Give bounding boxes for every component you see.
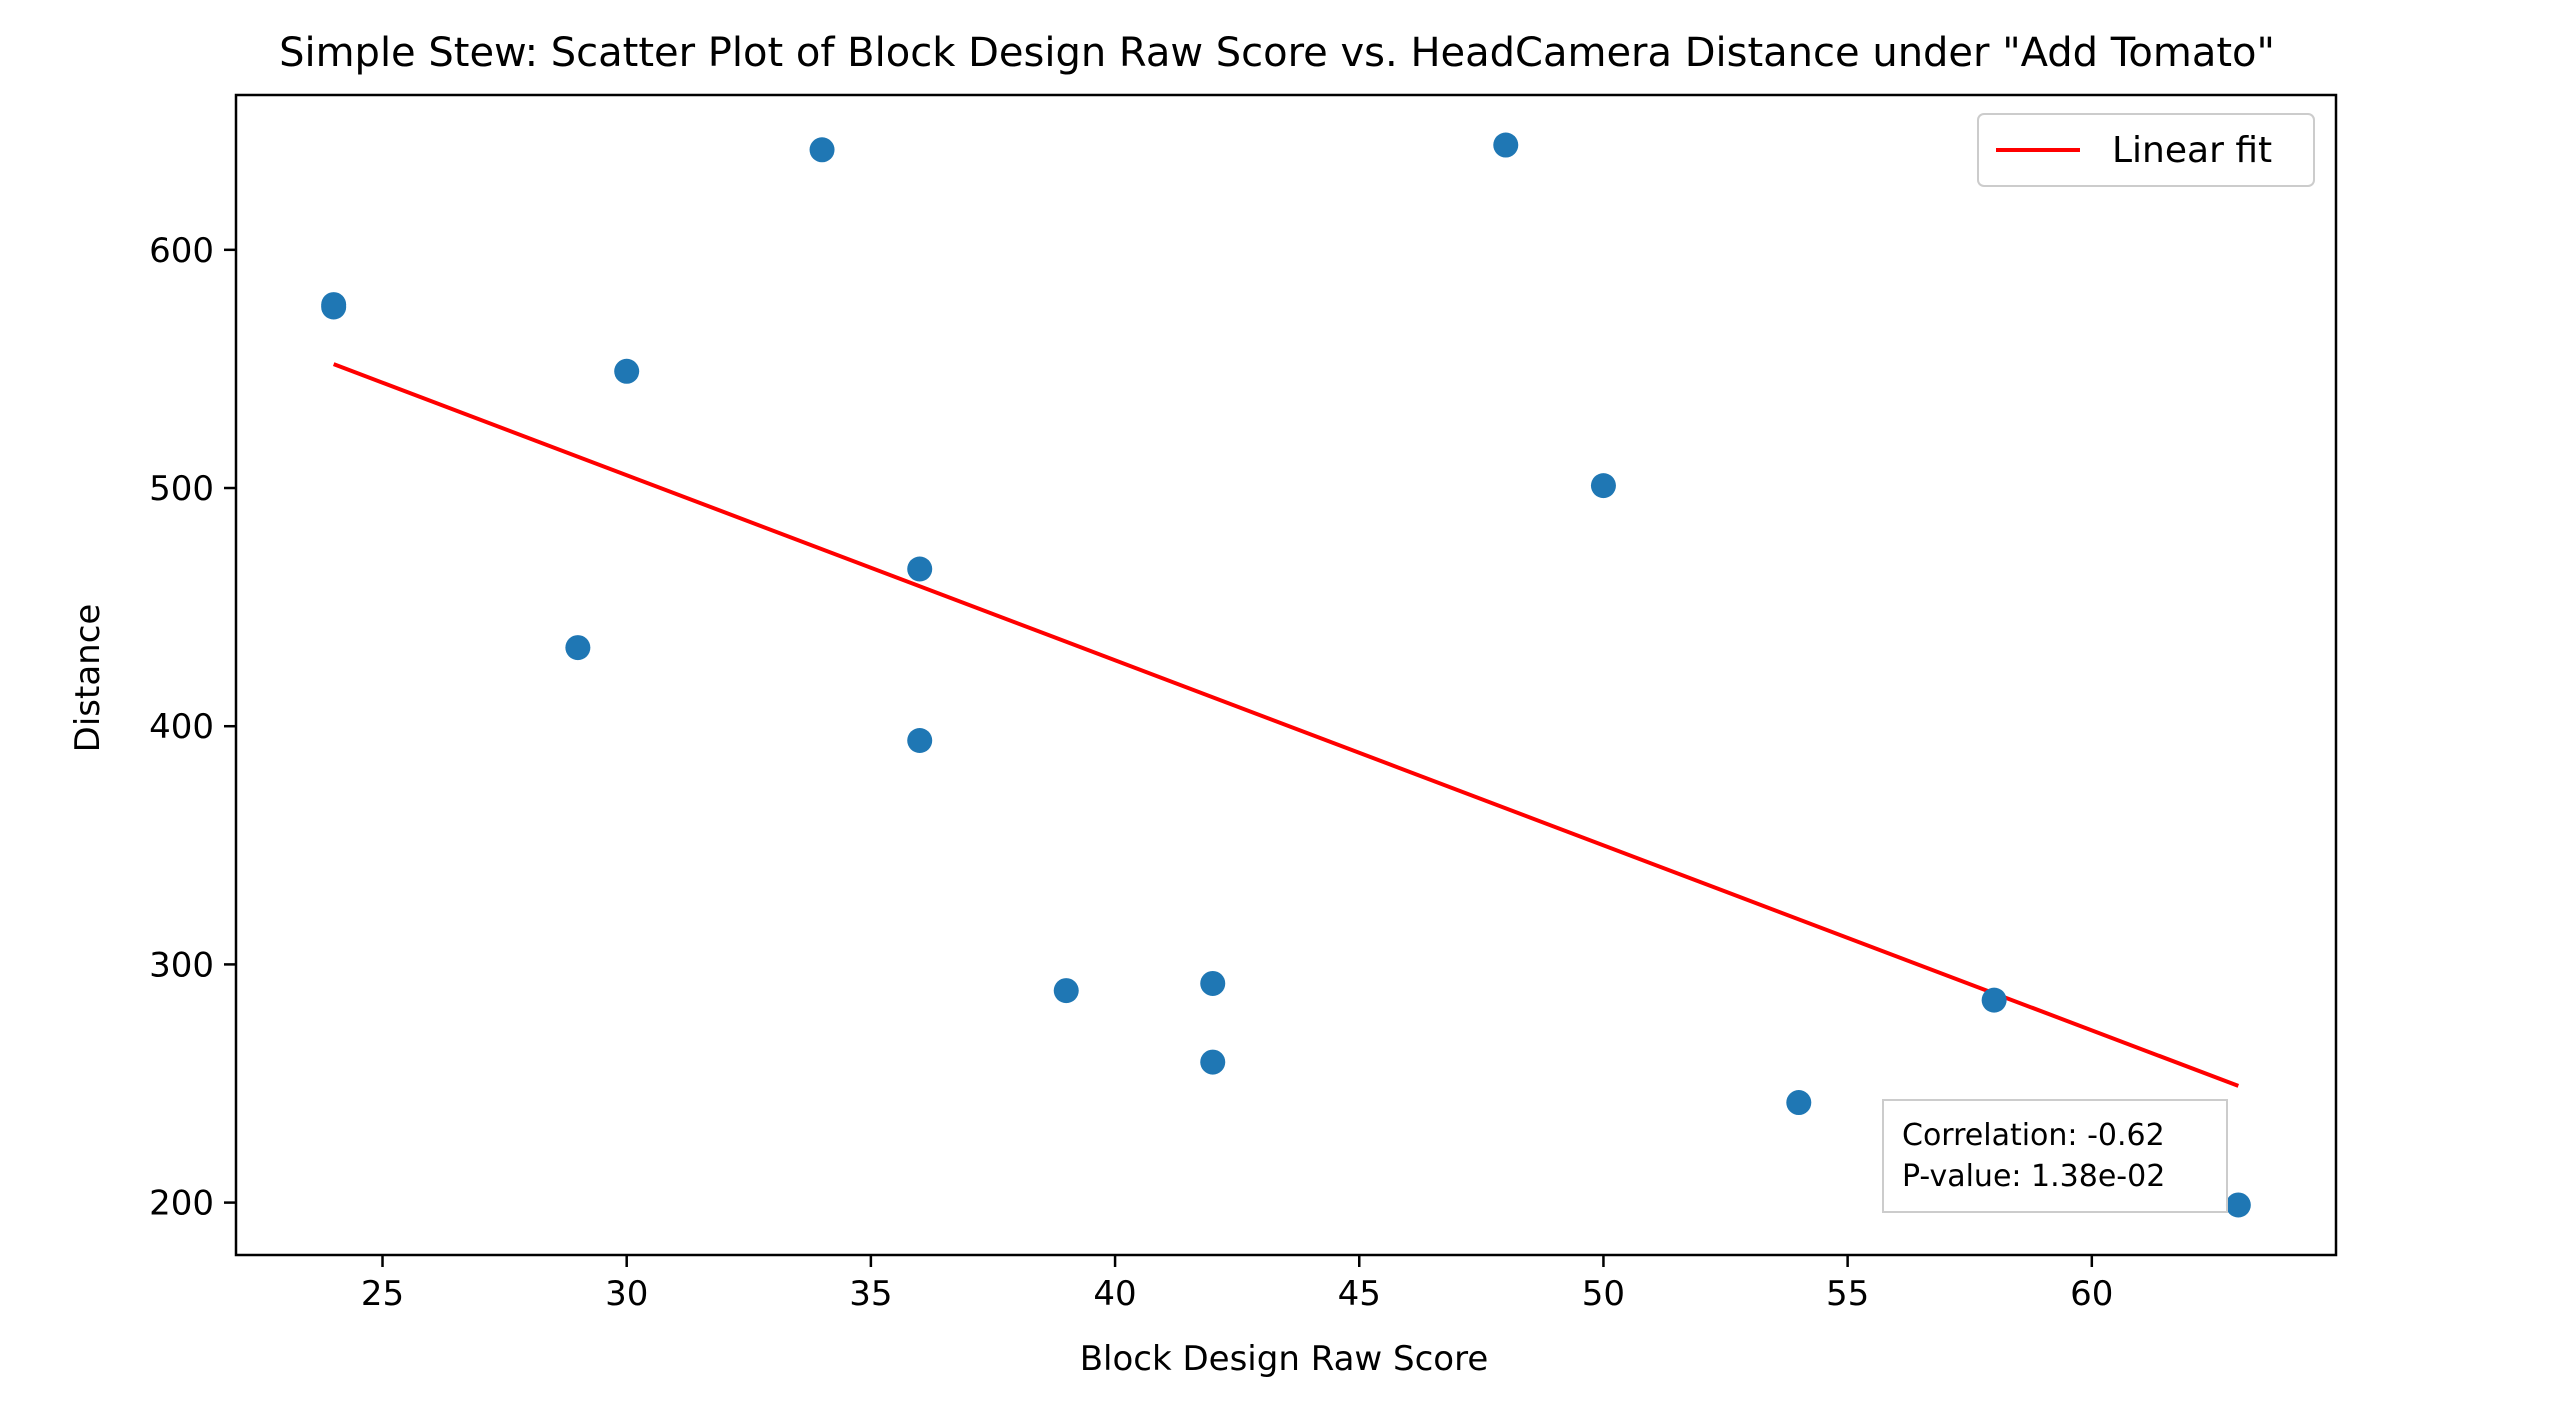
x-tick-label: 35 — [849, 1274, 892, 1314]
x-tick-label: 40 — [1093, 1274, 1136, 1314]
legend-label-linear-fit: Linear fit — [2112, 130, 2272, 171]
x-axis-label: Block Design Raw Score — [1080, 1339, 1489, 1379]
data-point — [1590, 473, 1616, 499]
x-tick-label: 30 — [605, 1274, 648, 1314]
y-tick-label: 200 — [149, 1184, 214, 1224]
data-points-layer — [321, 132, 2251, 1218]
stats-annotation: Correlation: -0.62 P-value: 1.38e-02 — [1882, 1099, 2228, 1213]
data-point — [1200, 1049, 1226, 1075]
y-axis: 200 300 400 500 600 — [149, 231, 236, 1224]
plot-area-frame — [234, 93, 2338, 1257]
data-point — [1053, 978, 1079, 1004]
y-axis-label: Distance — [68, 604, 108, 753]
data-point — [321, 294, 347, 320]
data-point — [809, 137, 835, 163]
y-tick-label: 600 — [149, 231, 214, 271]
y-tick-label: 500 — [149, 469, 214, 509]
linear-fit-line — [332, 362, 2240, 1088]
chart-title: Simple Stew: Scatter Plot of Block Desig… — [279, 30, 2275, 76]
correlation-text: Correlation: -0.62 — [1902, 1118, 2165, 1153]
x-axis: 25 30 35 40 45 50 55 60 — [361, 1255, 2113, 1314]
data-point — [1200, 970, 1226, 996]
x-tick-label: 55 — [1826, 1274, 1869, 1314]
data-point — [1786, 1090, 1812, 1116]
data-point — [1493, 132, 1519, 158]
data-point — [614, 358, 640, 384]
x-tick-label: 50 — [1582, 1274, 1625, 1314]
x-tick-label: 45 — [1338, 1274, 1381, 1314]
data-point — [2225, 1192, 2251, 1218]
data-point — [565, 635, 591, 661]
p-value-text: P-value: 1.38e-02 — [1902, 1159, 2165, 1194]
stats-annotation-box — [1882, 1099, 2228, 1213]
y-tick-label: 400 — [149, 707, 214, 747]
data-point — [907, 556, 933, 582]
legend: Linear fit — [1977, 113, 2315, 187]
x-tick-label: 25 — [361, 1274, 404, 1314]
x-tick-label: 60 — [2070, 1274, 2113, 1314]
legend-box — [1977, 113, 2315, 187]
y-tick-label: 300 — [149, 945, 214, 985]
data-point — [1981, 987, 2007, 1013]
data-point — [907, 728, 933, 754]
linear-fit-layer — [332, 362, 2240, 1088]
